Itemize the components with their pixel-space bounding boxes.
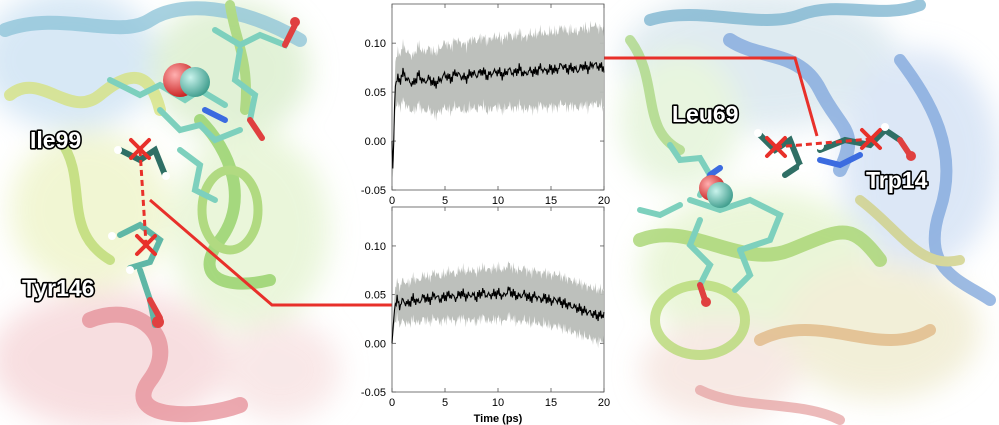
chart-0-ytick-label-3: 0.10 [365,38,386,50]
chart-1-ytick-label-2: 0.05 [365,290,386,302]
residue-label-tyr146: Tyr146 [22,275,94,301]
chart-0-series-0-band [392,20,604,178]
left-x-markers [129,138,157,256]
chart-1-xtick-label-1: 5 [442,397,448,409]
chart-0-xtick-label-3: 15 [545,195,557,207]
chart-bottom: -0.05 0.00 0.05 0.10 0 5 10 15 20 Time (ps) [361,206,610,425]
chart-1-xtick-label-4: 20 [598,397,610,409]
chart-1-ytick-label-0: -0.05 [361,387,386,399]
residue-label-trp14: Trp14 [866,167,928,193]
left-molecule-panel: Ile99 Tyr146 [0,0,340,425]
chart-1-ytick-label-1: 0.00 [365,338,386,350]
chart-0-ytick-label-0: -0.05 [361,185,386,197]
chart-1-ytick-label-3: 0.10 [365,241,386,253]
connector-lines [149,56,819,307]
chart-0-xtick-label-2: 10 [492,195,504,207]
right-distance-line [775,137,872,149]
chart-0-series-0-line [391,61,605,169]
left-ribbons [0,0,307,423]
right-molecule-panel: Leu69 Trp14 [620,0,999,425]
left-atoms [108,17,300,328]
connector-left [149,198,392,307]
chart-1-xlabel: Time (ps) [474,413,523,425]
chart-1-series-0-line [391,286,605,344]
chart-1-series-0-band [392,261,604,349]
chart-top: -0.05 0.00 0.05 0.10 0 5 10 15 20 [361,3,610,207]
right-ribbons [625,0,996,425]
residue-label-ile99: Ile99 [30,127,81,153]
chart-0-ytick-label-2: 0.05 [365,87,386,99]
chart-1-xtick-label-0: 0 [389,397,395,409]
chart-0-xtick-label-1: 5 [442,195,448,207]
chart-0-xtick-label-0: 0 [389,195,395,207]
chart-0-ytick-label-1: 0.00 [365,136,386,148]
connector-right [604,56,819,137]
right-atoms [699,123,916,307]
left-distance-line [138,149,148,245]
residue-label-leu69: Leu69 [672,101,738,127]
chart-1-xtick-label-2: 10 [492,397,504,409]
chart-0-xtick-label-4: 20 [598,195,610,207]
chart-1-xtick-label-3: 15 [545,397,557,409]
